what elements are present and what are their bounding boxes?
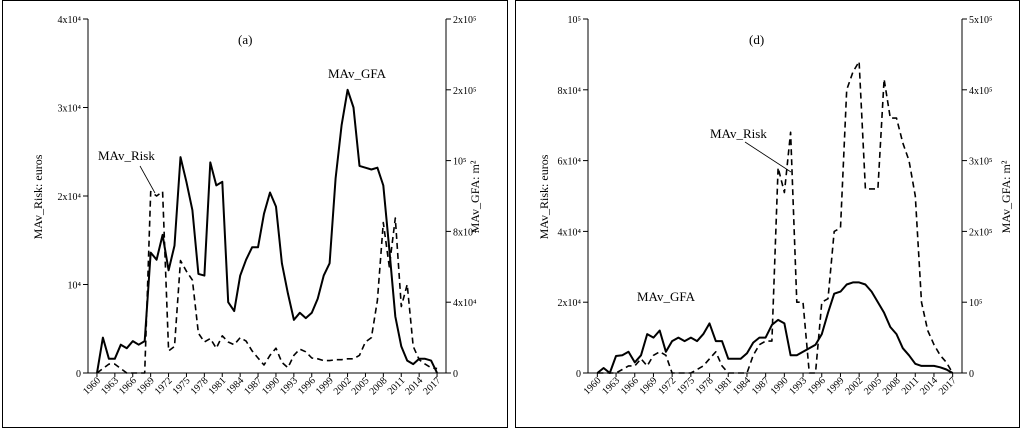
panel-d-y2label: MAv_GFA: m² [999, 160, 1013, 233]
panel-d-y2-ticks: 0 10⁵ 2x10⁵ 3x10⁵ 4x10⁵ 5x10⁵ [962, 15, 993, 380]
x-tick-label: 1993 [278, 375, 300, 397]
x-tick-label: 1996 [296, 375, 318, 397]
y2-tick-label: 0 [453, 369, 458, 380]
chart-panel-d: 1960196319661969197219751978198119841987… [537, 15, 1013, 397]
panel-d-x-ticks: 1960196319661969197219751978198119841987… [582, 373, 959, 397]
y2-tick-label: 8x10⁴ [453, 227, 477, 238]
panel-d-annotation-gfa: MAv_GFA [637, 289, 696, 304]
x-tick-label: 2002 [332, 375, 354, 397]
y-tick-label: 0 [76, 369, 81, 380]
chart-panel-a: 1960196319661969197219751978198119841987… [31, 15, 482, 397]
y2-tick-label: 2x10⁵ [453, 15, 477, 26]
y2-tick-label: 4x10⁴ [453, 298, 477, 309]
x-tick-label: 1999 [825, 375, 847, 397]
panel-d-risk-leader [744, 141, 792, 173]
x-tick-label: 1960 [81, 375, 103, 397]
x-tick-label: 2011 [900, 375, 922, 397]
y2-tick-label: 3x10⁵ [969, 157, 993, 168]
y-tick-label: 10⁵ [568, 15, 582, 26]
panel-d-axes [587, 19, 963, 374]
panel-a-y2label: MAv_GFA: m² [468, 160, 482, 233]
y-tick-label: 4x10⁴ [558, 227, 582, 238]
x-tick-label: 2011 [386, 375, 408, 397]
panel-a-y-ticks: 0 10⁴ 2x10⁴ 3x10⁴ 4x10⁴ [58, 15, 88, 380]
x-tick-label: 1975 [675, 375, 697, 397]
panel-a-series-mav-risk [96, 190, 438, 374]
y-tick-label: 2x10⁴ [58, 192, 82, 203]
panel-a-x-ticks: 1960196319661969197219751978198119841987… [81, 373, 443, 397]
x-tick-label: 2014 [403, 375, 425, 397]
x-tick-label: 1987 [242, 375, 264, 397]
panel-a-axes [87, 19, 447, 374]
x-tick-label: 2005 [862, 375, 884, 397]
x-tick-label: 1972 [656, 375, 678, 397]
panel-d-ylabel: MAv_Risk: euros [537, 154, 551, 239]
x-tick-label: 2008 [881, 375, 903, 397]
panel-a-series-mav-gfa [96, 88, 439, 374]
panel-d-series-mav-risk [597, 60, 954, 374]
y2-tick-label: 10⁵ [969, 298, 983, 309]
x-tick-label: 1969 [638, 375, 660, 397]
y2-tick-label: 10⁵ [453, 157, 467, 168]
panel-a-risk-leader [139, 165, 156, 194]
x-tick-label: 1963 [600, 375, 622, 397]
y2-tick-label: 2x10⁵ [969, 227, 993, 238]
x-tick-label: 1984 [224, 375, 246, 397]
x-tick-label: 1990 [769, 375, 791, 397]
x-tick-label: 1993 [787, 375, 809, 397]
y2-tick-label: 4x10⁵ [969, 86, 993, 97]
panel-a-annotation-gfa: MAv_GFA [328, 66, 387, 81]
x-tick-label: 1960 [582, 375, 604, 397]
panel-d-frame [515, 0, 1020, 428]
x-tick-label: 2002 [843, 375, 865, 397]
x-tick-label: 1966 [619, 375, 641, 397]
panel-a-ylabel: MAv_Risk: euros [31, 154, 45, 239]
panel-d-title: (d) [749, 32, 764, 47]
y-tick-label: 6x10⁴ [558, 157, 582, 168]
panel-a-annotation-risk: MAv_Risk [98, 148, 155, 163]
y-tick-label: 8x10⁴ [558, 86, 582, 97]
x-tick-label: 2017 [937, 375, 959, 397]
panel-d-y-ticks: 0 2x10⁴ 4x10⁴ 6x10⁴ 8x10⁴ 10⁵ [558, 15, 588, 380]
x-tick-label: 1996 [806, 375, 828, 397]
panel-d-series-mav-gfa [596, 281, 954, 374]
panel-a-y2-ticks: 0 4x10⁴ 8x10⁴ 10⁵ 2x10⁵ 2x10⁵ [446, 15, 477, 380]
panel-d-series [596, 60, 954, 374]
y-tick-label: 2x10⁴ [558, 298, 582, 309]
x-tick-label: 1981 [712, 375, 734, 397]
y-tick-label: 0 [576, 369, 581, 380]
x-tick-label: 1987 [750, 375, 772, 397]
x-tick-label: 1978 [189, 375, 211, 397]
x-tick-label: 1975 [171, 375, 193, 397]
x-tick-label: 1969 [135, 375, 157, 397]
x-tick-label: 1990 [260, 375, 282, 397]
panel-d-annotation-risk: MAv_Risk [710, 126, 767, 141]
x-tick-label: 1966 [117, 375, 139, 397]
panel-a-frame [2, 0, 508, 428]
x-tick-label: 2017 [421, 375, 443, 397]
x-tick-label: 1999 [314, 375, 336, 397]
x-tick-label: 1981 [206, 375, 228, 397]
y-tick-label: 10⁴ [68, 281, 82, 292]
y2-tick-label: 2x10⁵ [453, 86, 477, 97]
panel-a-series [96, 88, 439, 374]
y-tick-label: 3x10⁴ [58, 104, 82, 115]
x-tick-label: 2005 [350, 375, 372, 397]
x-tick-label: 2014 [918, 375, 940, 397]
x-tick-label: 1963 [99, 375, 121, 397]
x-tick-label: 1972 [153, 375, 175, 397]
y2-tick-label: 0 [969, 369, 974, 380]
x-tick-label: 2008 [368, 375, 390, 397]
y2-tick-label: 5x10⁵ [969, 15, 993, 26]
y-tick-label: 4x10⁴ [58, 15, 82, 26]
x-tick-label: 1978 [694, 375, 716, 397]
panel-a-title: (a) [238, 32, 252, 47]
x-tick-label: 1984 [731, 375, 753, 397]
